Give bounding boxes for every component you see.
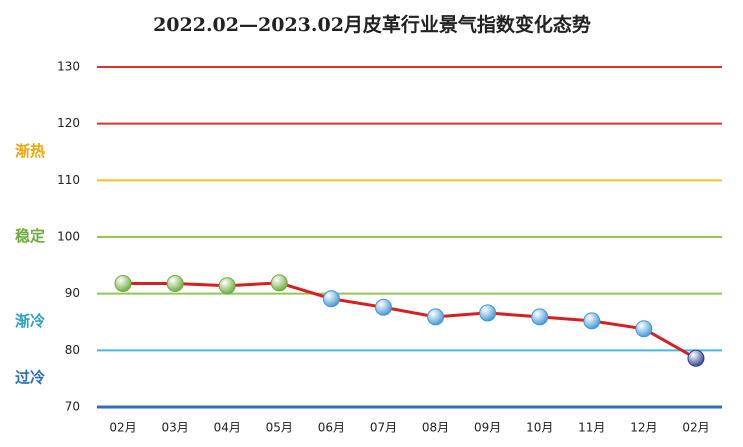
point — [114, 274, 132, 292]
point — [479, 304, 497, 322]
chart-title: 2022.02—2023.02月皮革行业景气指数变化态势 — [153, 13, 591, 36]
zone-label: 稳定 — [15, 227, 45, 245]
x-tick-label: 07月 — [370, 421, 397, 435]
y-tick-label: 70 — [65, 400, 80, 414]
x-tick-label: 03月 — [161, 421, 188, 435]
y-tick-label: 80 — [65, 343, 80, 357]
point — [427, 308, 445, 326]
point — [218, 277, 236, 295]
x-tick-label: 02月 — [682, 421, 709, 435]
zone-label: 渐热 — [15, 142, 45, 160]
series-line — [123, 281, 697, 360]
y-tick-label: 90 — [65, 286, 80, 300]
y-tick-label: 100 — [57, 230, 80, 244]
point — [374, 298, 392, 316]
point — [531, 308, 549, 326]
point — [270, 274, 288, 292]
x-tick-label: 04月 — [214, 421, 241, 435]
zone-label: 渐冷 — [15, 312, 45, 330]
zone-label: 过冷 — [15, 369, 45, 387]
x-tick-label: 12月 — [630, 421, 657, 435]
y-tick-label: 110 — [57, 173, 80, 187]
x-tick-label: 08月 — [422, 421, 449, 435]
y-tick-label: 120 — [57, 116, 80, 130]
point — [687, 349, 705, 367]
y-tick-label: 130 — [57, 60, 80, 74]
x-tick-label: 06月 — [318, 421, 345, 435]
x-tick-label: 05月 — [266, 421, 293, 435]
point — [635, 320, 653, 338]
x-tick-label: 10月 — [526, 421, 553, 435]
x-tick-label: 02月 — [109, 421, 136, 435]
x-tick-label: 09月 — [474, 421, 501, 435]
point — [166, 274, 184, 292]
point — [583, 312, 601, 330]
point — [322, 290, 340, 308]
x-tick-label: 11月 — [578, 421, 605, 435]
